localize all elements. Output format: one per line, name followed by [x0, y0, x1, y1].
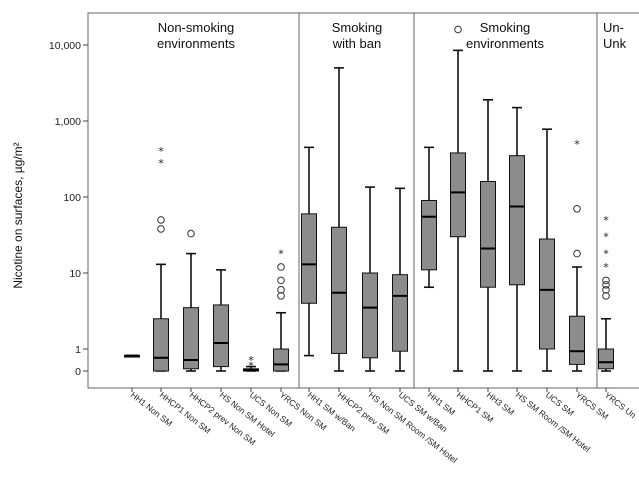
y-axis-title: Nicotine on surfaces, µg/m² [11, 142, 25, 288]
group-label-2: Smoking [332, 20, 383, 35]
x-tick-label: HHCP1 Non SM [158, 390, 213, 436]
outlier-circle [277, 292, 285, 300]
boxplot-9 [362, 186, 378, 372]
outlier-star: * [278, 248, 284, 261]
plot-frame-group [87, 12, 639, 389]
box [301, 213, 317, 304]
outlier-star: * [158, 145, 164, 158]
outlier-star: * [248, 354, 254, 367]
group-dividers [298, 13, 598, 388]
outlier-star: * [248, 360, 254, 373]
box [421, 199, 437, 271]
group-label-2: with ban [332, 36, 381, 51]
outlier-circle [573, 204, 581, 213]
boxplot-2: ** [153, 145, 169, 372]
box [273, 348, 289, 372]
group-label-1: environments [157, 36, 236, 51]
outlier-circle [277, 263, 285, 271]
box [480, 180, 496, 288]
boxplot-7 [301, 146, 317, 357]
outlier-circle [454, 25, 462, 34]
y-tick-label: 10 [69, 268, 81, 280]
y-tick-label: 1,000 [55, 116, 81, 128]
y-tick-label: 1 [75, 344, 81, 356]
y-tick-label: 0 [75, 366, 81, 378]
outlier-star: * [574, 138, 580, 151]
box [183, 307, 199, 370]
boxplot-15 [539, 128, 555, 372]
outlier-star: * [603, 214, 609, 227]
boxplot-11 [421, 146, 437, 289]
box-series: ********** [124, 25, 614, 373]
boxplot-6: * [273, 248, 289, 372]
outlier-star: * [603, 261, 609, 274]
y-tick-label: 100 [63, 192, 81, 204]
outlier-circle [157, 225, 165, 233]
group-label-3: environments [466, 36, 545, 51]
plot-frame [87, 12, 639, 389]
outlier-circle [602, 292, 610, 300]
group-label-1: Non-smoking [158, 20, 235, 35]
outlier-circle [602, 280, 610, 289]
boxplot-5: ** [243, 354, 259, 373]
group-label-4: Un- [603, 20, 624, 35]
outlier-circle [157, 216, 165, 224]
outlier-star: * [158, 157, 164, 170]
box [598, 348, 614, 370]
box [450, 152, 466, 238]
box [569, 315, 585, 365]
outlier-star: * [603, 248, 609, 261]
outlier-circle [277, 286, 285, 294]
outlier-circle [602, 276, 610, 285]
outlier-circle [602, 286, 610, 294]
box [392, 274, 408, 352]
box [539, 238, 555, 350]
boxplot-13 [480, 99, 496, 372]
box [213, 304, 229, 368]
group-label-4: Unk [603, 36, 627, 51]
boxplot-4 [213, 269, 229, 372]
box [509, 155, 525, 286]
boxplot-12 [450, 25, 466, 372]
box [362, 272, 378, 359]
group-label-3: Smoking [480, 20, 531, 35]
boxplot-8 [331, 67, 347, 372]
outlier-circle [573, 249, 581, 258]
box [331, 226, 347, 354]
outlier-circle [187, 229, 195, 238]
boxplot-10 [392, 187, 408, 372]
boxplot-17: **** [598, 214, 614, 372]
box [153, 318, 169, 372]
boxplot-16: * [569, 138, 585, 372]
boxplot-3 [183, 229, 199, 372]
outlier-star: * [603, 231, 609, 244]
boxplot-14 [509, 106, 525, 372]
boxplot-1 [124, 354, 140, 358]
outlier-circle [277, 276, 285, 285]
y-tick-label: 10,000 [49, 40, 81, 52]
